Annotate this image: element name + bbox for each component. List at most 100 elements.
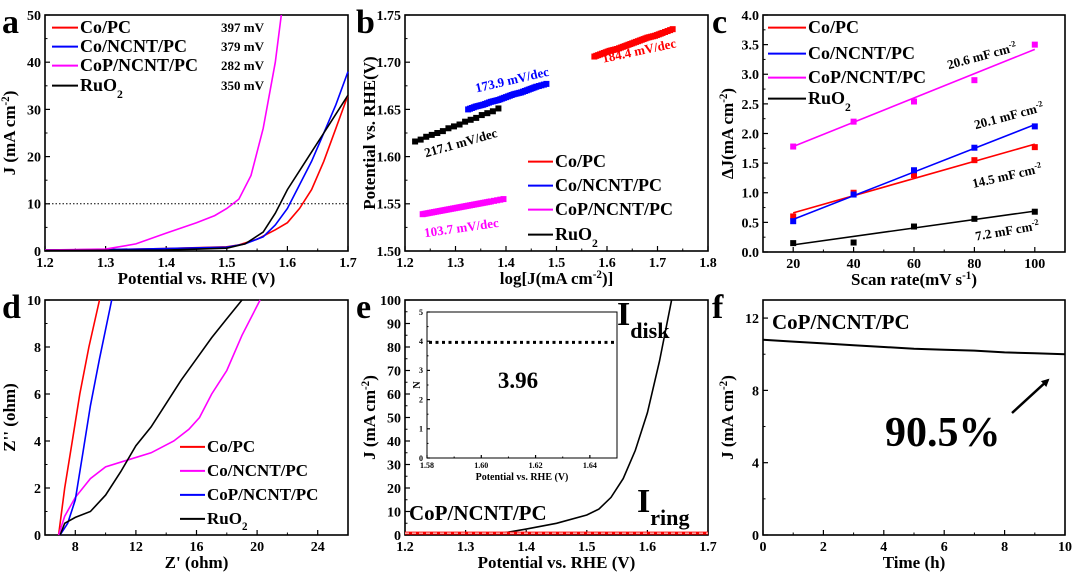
data-point <box>495 105 502 112</box>
legend-label-text: Co/PC <box>80 17 131 37</box>
y-axis-label-text: ΔJ(mA cm <box>718 103 737 179</box>
panel-a-axes: 1.2 1.3 1.4 1.5 1.6 1.7 0 10 20 30 40 50 Potential v… <box>0 9 357 288</box>
data-point <box>543 80 550 87</box>
y-tick-label: 1.0 <box>742 187 760 202</box>
legend-label-text: Co/PC <box>555 151 606 171</box>
x-tick-label: 1.5 <box>548 256 566 271</box>
arrow-icon <box>1011 378 1050 414</box>
legend-label: CoP/NCNT/PC <box>80 55 198 75</box>
y-axis-label-text: J (mA cm <box>360 390 379 460</box>
disk-label-text: I <box>617 296 630 333</box>
y-tick-label: 80 <box>387 341 401 356</box>
data-point <box>971 157 978 164</box>
y-tick-label: 100 <box>380 294 401 309</box>
inset-y-axis-label: N <box>412 381 423 389</box>
y-tick-label: 5 <box>419 308 423 317</box>
legend-label: Co/NCNT/PC <box>808 43 915 63</box>
x-tick-label: 80 <box>967 257 981 272</box>
data-point <box>911 171 917 178</box>
y-tick-label: 0 <box>752 529 759 544</box>
data-point <box>412 138 419 145</box>
x-tick-label: 1.3 <box>447 256 465 271</box>
y-tick-label: 40 <box>387 435 401 450</box>
disk-label-sub: disk <box>630 318 670 343</box>
x-tick-label: 1.60 <box>474 461 488 470</box>
fit-line <box>792 143 1036 214</box>
capacitance-label-sup: -2 <box>1007 38 1016 49</box>
ring-label-sub: ring <box>650 505 689 530</box>
y-tick-label: 10 <box>387 505 401 520</box>
y-tick-label: 0 <box>419 454 423 463</box>
legend-label-text: CoP/NCNT/PC <box>207 485 318 504</box>
x-tick-label: 1.7 <box>649 256 667 271</box>
x-tick-label: 1.64 <box>583 461 597 470</box>
series-line <box>57 299 101 536</box>
y-tick-label: 1.65 <box>377 103 402 118</box>
tafel-slope-label-text: 217.1 mV/dec <box>423 125 500 160</box>
disk-current-line <box>405 300 673 535</box>
disk-label: Idisk <box>617 296 670 343</box>
data-point <box>911 167 917 174</box>
panel-letter-e: e <box>356 289 371 326</box>
y-tick-label: 40 <box>27 56 41 71</box>
legend-label-text: Co/NCNT/PC <box>808 43 915 63</box>
legend-label: Co/PC <box>207 437 255 456</box>
legend-label: CoP/NCNT/PC <box>808 67 926 87</box>
x-tick-label: 2 <box>820 540 827 555</box>
y-tick-label: 12 <box>745 312 759 327</box>
series-line <box>44 94 349 252</box>
data-point <box>971 144 978 151</box>
x-tick-label: 1.2 <box>36 256 54 271</box>
data-point <box>971 215 978 222</box>
y-tick-label: 1.5 <box>742 157 760 172</box>
legend-label-text: CoP/NCNT/PC <box>80 55 198 75</box>
data-point <box>790 143 797 150</box>
legend-label: RuO2 <box>555 224 598 250</box>
x-tick-label: 10 <box>1058 540 1072 555</box>
x-tick-label: 1.6 <box>639 540 657 555</box>
data-point <box>417 136 424 143</box>
sample-label: CoP/NCNT/PC <box>409 501 547 525</box>
data-point <box>911 98 917 105</box>
data-point <box>489 108 496 115</box>
series-line <box>59 299 243 536</box>
tafel-slope-label: 103.7 mV/dec <box>423 215 500 240</box>
panel-letter-c: c <box>712 4 727 41</box>
x-axis-label: Potential vs. RHE (V) <box>118 269 276 288</box>
legend-label: Co/NCNT/PC <box>207 461 308 480</box>
overpotential-label: 350 mV <box>221 78 265 93</box>
x-axis-label-sup: -2 <box>593 269 603 281</box>
sample-label: CoP/NCNT/PC <box>772 310 910 334</box>
x-axis-label: log[J(mA cm-2)] <box>500 269 614 288</box>
panel-letter-a: a <box>2 4 19 41</box>
y-tick-label: 2.0 <box>742 127 760 142</box>
data-point <box>850 239 857 246</box>
legend-label: RuO2 <box>80 75 123 101</box>
y-tick-label: 30 <box>387 458 401 473</box>
x-axis-label-text: Potential vs. RHE (V) <box>478 553 636 572</box>
y-tick-label: 2 <box>419 395 423 404</box>
y-axis-label: Potential vs. RHE(V) <box>360 56 379 209</box>
x-tick-label: 1.2 <box>396 256 414 271</box>
legend-label-sub: 2 <box>242 521 248 533</box>
tafel-slope-label: 173.9 mV/dec <box>474 64 551 96</box>
legend-label-text: Co/NCNT/PC <box>207 461 308 480</box>
legend-label: CoP/NCNT/PC <box>207 485 318 504</box>
legend-label: RuO2 <box>808 88 851 114</box>
x-tick-label: 8 <box>72 540 79 555</box>
legend-label-text: CoP/NCNT/PC <box>555 199 673 219</box>
capacitance-label-sup: -2 <box>1033 159 1042 170</box>
y-tick-label: 8 <box>34 341 41 356</box>
y-tick-label: 3 <box>419 366 423 375</box>
legend-label-text: Co/NCNT/PC <box>80 36 187 56</box>
series-line <box>59 299 113 536</box>
y-tick-label: 0 <box>394 529 401 544</box>
legend-label-text: RuO <box>80 75 117 95</box>
data-point <box>790 213 797 220</box>
y-tick-label: 0.5 <box>742 216 760 231</box>
y-axis-label-text: ) <box>718 375 737 381</box>
capacitance-label-text: 20.6 mF cm <box>946 41 1012 72</box>
y-tick-label: 8 <box>752 384 759 399</box>
data-point <box>497 196 504 203</box>
inset-axes: 1.58 1.60 1.62 1.64 0 1 2 3 4 5 Potential vs. RHE … <box>412 308 618 483</box>
